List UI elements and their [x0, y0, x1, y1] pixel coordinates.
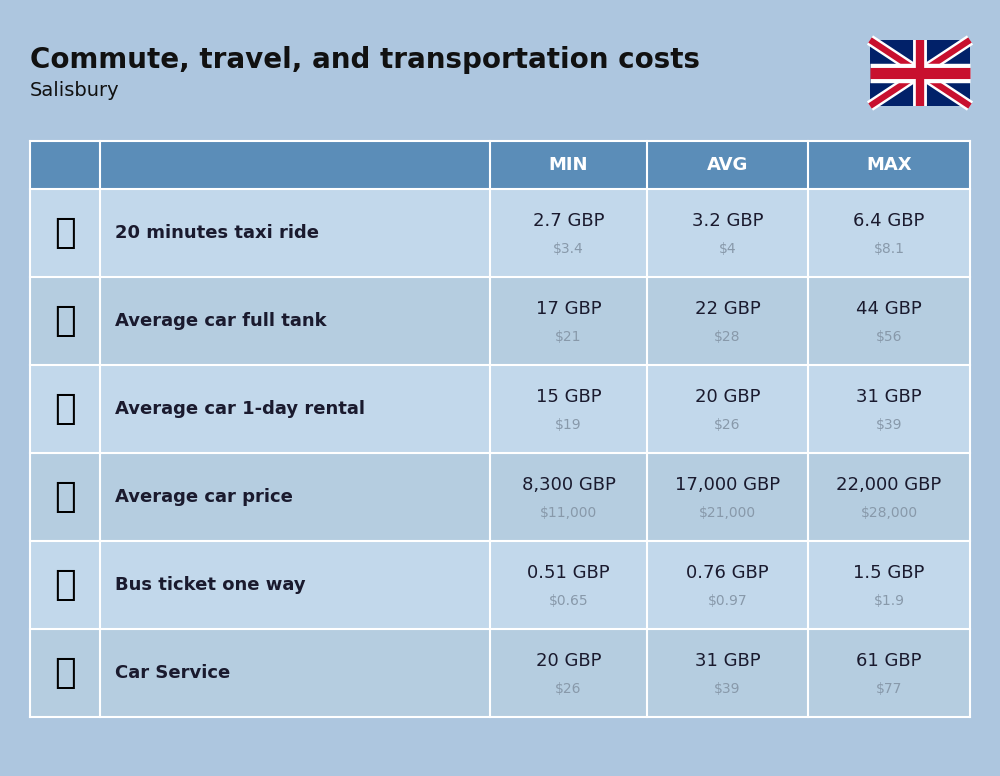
Text: $39: $39 [714, 682, 741, 696]
Bar [100, 141, 490, 189]
Text: Average car full tank: Average car full tank [115, 312, 327, 330]
Text: AVG: AVG [707, 156, 748, 174]
Bar [30, 629, 970, 717]
Text: $19: $19 [555, 418, 582, 432]
Text: 0.51 GBP: 0.51 GBP [527, 564, 610, 582]
Bar [30, 277, 970, 365]
Text: 17 GBP: 17 GBP [536, 300, 601, 318]
Text: $0.65: $0.65 [549, 594, 588, 608]
Bar [647, 141, 808, 189]
Text: $28,000: $28,000 [860, 506, 918, 520]
Bar [30, 365, 970, 453]
Text: $56: $56 [876, 330, 902, 344]
Text: 20 GBP: 20 GBP [536, 652, 601, 670]
Bar [490, 141, 647, 189]
Text: $21,000: $21,000 [699, 506, 756, 520]
Text: 🚌: 🚌 [54, 568, 76, 602]
Bar [30, 541, 970, 629]
Text: Average car 1-day rental: Average car 1-day rental [115, 400, 365, 418]
Text: 2.7 GBP: 2.7 GBP [533, 212, 604, 230]
Text: ⛽: ⛽ [54, 304, 76, 338]
Text: $0.97: $0.97 [708, 594, 747, 608]
Text: $77: $77 [876, 682, 902, 696]
Text: 61 GBP: 61 GBP [856, 652, 922, 670]
Text: $11,000: $11,000 [540, 506, 597, 520]
Text: 22,000 GBP: 22,000 GBP [836, 476, 942, 494]
Bar [870, 40, 970, 106]
Text: 🔧: 🔧 [54, 656, 76, 690]
Text: Commute, travel, and transportation costs: Commute, travel, and transportation cost… [30, 46, 700, 74]
Text: Car Service: Car Service [115, 664, 230, 682]
Bar [808, 141, 970, 189]
Text: $1.9: $1.9 [874, 594, 904, 608]
Text: $39: $39 [876, 418, 902, 432]
Text: MAX: MAX [866, 156, 912, 174]
Bar [30, 453, 970, 541]
Text: $3.4: $3.4 [553, 242, 584, 256]
Text: Salisbury: Salisbury [30, 81, 120, 100]
Text: 3.2 GBP: 3.2 GBP [692, 212, 763, 230]
Text: Bus ticket one way: Bus ticket one way [115, 576, 306, 594]
Text: 22 GBP: 22 GBP [695, 300, 760, 318]
Text: $28: $28 [714, 330, 741, 344]
Text: MIN: MIN [549, 156, 588, 174]
Text: 8,300 GBP: 8,300 GBP [522, 476, 615, 494]
Text: 31 GBP: 31 GBP [856, 388, 922, 406]
Text: 44 GBP: 44 GBP [856, 300, 922, 318]
Text: 🚗: 🚗 [54, 480, 76, 514]
Text: Average car price: Average car price [115, 488, 293, 506]
Text: 6.4 GBP: 6.4 GBP [853, 212, 925, 230]
Text: 20 minutes taxi ride: 20 minutes taxi ride [115, 224, 319, 242]
Text: 🚙: 🚙 [54, 392, 76, 426]
Bar [30, 141, 100, 189]
Text: $26: $26 [714, 418, 741, 432]
Text: 31 GBP: 31 GBP [695, 652, 760, 670]
Text: $21: $21 [555, 330, 582, 344]
Text: 20 GBP: 20 GBP [695, 388, 760, 406]
Text: 1.5 GBP: 1.5 GBP [853, 564, 925, 582]
Text: $8.1: $8.1 [874, 242, 904, 256]
Text: 15 GBP: 15 GBP [536, 388, 601, 406]
Text: 0.76 GBP: 0.76 GBP [686, 564, 769, 582]
Bar [30, 189, 970, 277]
Text: $4: $4 [719, 242, 736, 256]
Text: 17,000 GBP: 17,000 GBP [675, 476, 780, 494]
Text: 🚕: 🚕 [54, 216, 76, 250]
Text: $26: $26 [555, 682, 582, 696]
